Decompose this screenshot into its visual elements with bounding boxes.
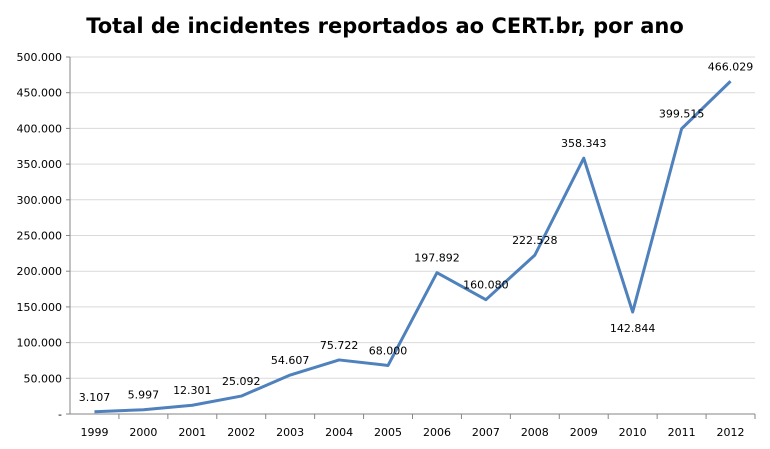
x-tick-label: 2007: [472, 426, 500, 439]
y-tick-label: -: [58, 408, 62, 421]
x-tick-label: 2003: [276, 426, 304, 439]
data-label: 358.343: [561, 137, 607, 150]
y-tick-label: 150.000: [17, 301, 63, 314]
y-tick-label: 200.000: [17, 265, 63, 278]
x-tick-label: 2012: [717, 426, 745, 439]
data-label: 466.029: [708, 60, 754, 73]
chart-title: Total de incidentes reportados ao CERT.b…: [86, 14, 684, 38]
x-tick-label: 2006: [423, 426, 451, 439]
data-label: 160.080: [463, 279, 509, 292]
y-tick-label: 500.000: [17, 51, 63, 64]
x-tick-label: 2002: [227, 426, 255, 439]
data-label: 75.722: [320, 339, 359, 352]
data-label: 142.844: [610, 322, 656, 335]
data-label: 12.301: [173, 384, 212, 397]
data-label: 5.997: [128, 389, 160, 402]
y-tick-label: 250.000: [17, 230, 63, 243]
x-tick-label: 2001: [178, 426, 206, 439]
data-label: 222.528: [512, 234, 558, 247]
data-label: 197.892: [414, 252, 460, 265]
x-tick-label: 1999: [80, 426, 108, 439]
y-tick-label: 450.000: [17, 87, 63, 100]
data-label: 3.107: [79, 391, 111, 404]
x-tick-label: 2009: [570, 426, 598, 439]
data-label: 25.092: [222, 375, 261, 388]
y-tick-label: 300.000: [17, 194, 63, 207]
x-tick-label: 2004: [325, 426, 353, 439]
x-tick-label: 2010: [619, 426, 647, 439]
x-tick-label: 2000: [129, 426, 157, 439]
y-tick-label: 50.000: [24, 372, 63, 385]
x-tick-label: 2005: [374, 426, 402, 439]
x-tick-label: 2008: [521, 426, 549, 439]
y-tick-label: 350.000: [17, 158, 63, 171]
series-line: [94, 80, 732, 414]
y-tick-label: 100.000: [17, 337, 63, 350]
data-label: 54.607: [271, 354, 310, 367]
x-tick-label: 2011: [668, 426, 696, 439]
y-tick-label: 400.000: [17, 122, 63, 135]
data-label: 68.000: [369, 344, 408, 357]
data-label: 399.515: [659, 108, 705, 121]
